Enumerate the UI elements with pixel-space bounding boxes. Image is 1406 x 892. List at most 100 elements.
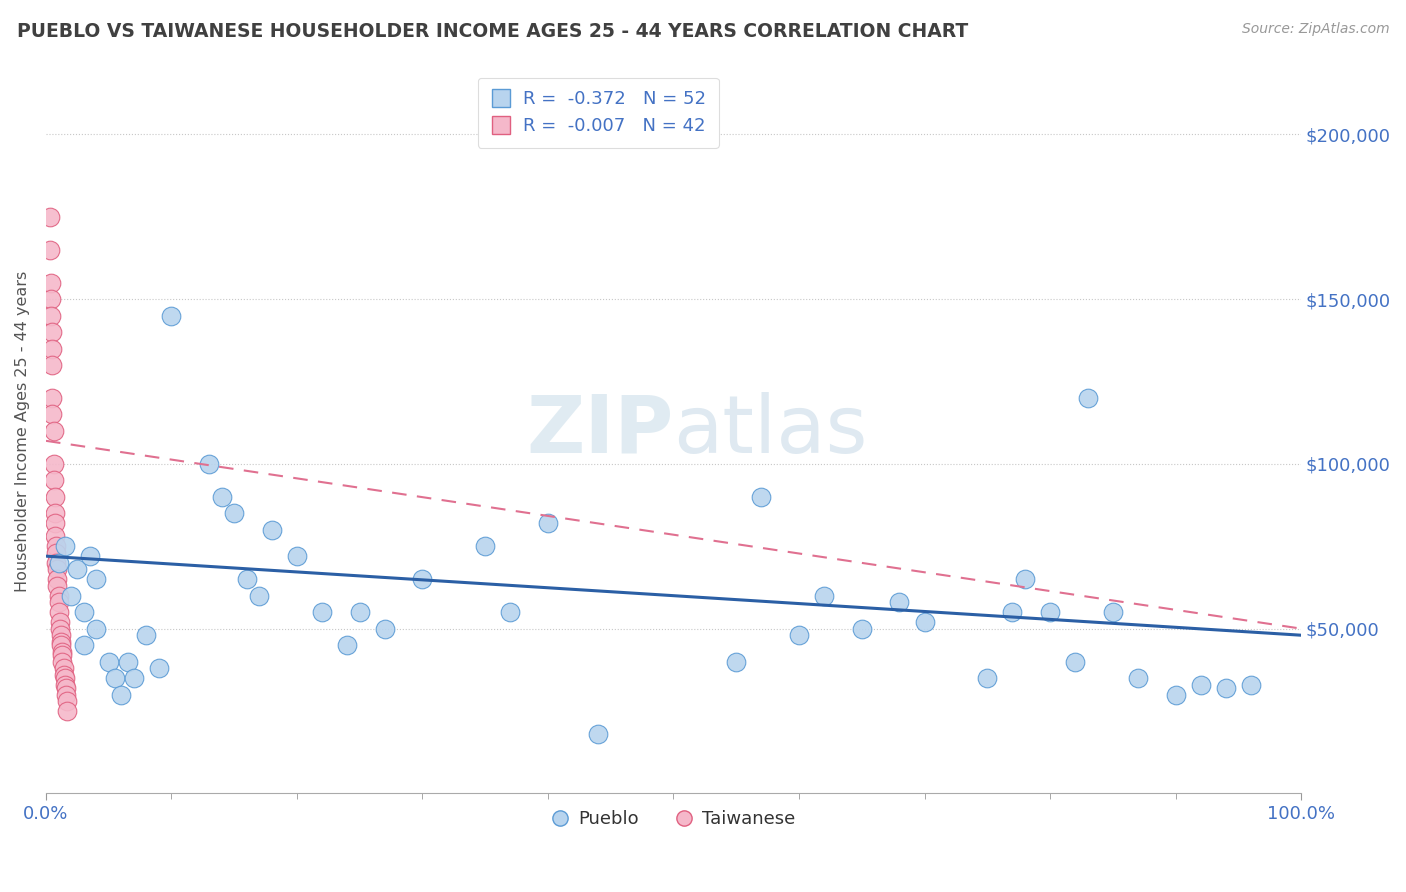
Point xyxy=(474,539,496,553)
Point xyxy=(336,638,359,652)
Point xyxy=(41,342,63,356)
Point xyxy=(148,661,170,675)
Point xyxy=(53,671,76,685)
Point xyxy=(1189,678,1212,692)
Point xyxy=(349,605,371,619)
Point xyxy=(97,655,120,669)
Point xyxy=(41,358,63,372)
Point xyxy=(1126,671,1149,685)
Point xyxy=(198,457,221,471)
Point xyxy=(48,589,70,603)
Point xyxy=(79,549,101,563)
Point xyxy=(49,638,72,652)
Point xyxy=(110,688,132,702)
Point xyxy=(53,678,76,692)
Y-axis label: Householder Income Ages 25 - 44 years: Householder Income Ages 25 - 44 years xyxy=(15,270,30,591)
Point xyxy=(42,457,65,471)
Point xyxy=(236,572,259,586)
Point xyxy=(211,490,233,504)
Point xyxy=(1014,572,1036,586)
Point xyxy=(55,688,77,702)
Point xyxy=(66,562,89,576)
Point xyxy=(537,516,560,531)
Point xyxy=(411,572,433,586)
Point xyxy=(135,628,157,642)
Point xyxy=(39,276,62,290)
Point xyxy=(84,572,107,586)
Text: Source: ZipAtlas.com: Source: ZipAtlas.com xyxy=(1241,22,1389,37)
Point xyxy=(46,572,69,586)
Point xyxy=(51,645,73,659)
Point xyxy=(224,506,246,520)
Point xyxy=(1001,605,1024,619)
Point xyxy=(42,474,65,488)
Point xyxy=(285,549,308,563)
Point xyxy=(56,694,79,708)
Point xyxy=(84,622,107,636)
Point xyxy=(117,655,139,669)
Point xyxy=(787,628,810,642)
Point xyxy=(39,292,62,306)
Point xyxy=(914,615,936,629)
Point xyxy=(42,424,65,438)
Point xyxy=(1215,681,1237,695)
Point xyxy=(55,681,77,695)
Point xyxy=(160,309,183,323)
Point xyxy=(48,605,70,619)
Point xyxy=(72,638,94,652)
Text: PUEBLO VS TAIWANESE HOUSEHOLDER INCOME AGES 25 - 44 YEARS CORRELATION CHART: PUEBLO VS TAIWANESE HOUSEHOLDER INCOME A… xyxy=(17,22,969,41)
Point xyxy=(311,605,333,619)
Point xyxy=(56,704,79,718)
Point xyxy=(499,605,522,619)
Point xyxy=(586,727,609,741)
Point xyxy=(1039,605,1062,619)
Text: ZIP: ZIP xyxy=(526,392,673,470)
Point xyxy=(44,516,66,531)
Point xyxy=(976,671,998,685)
Point xyxy=(49,634,72,648)
Point xyxy=(889,595,911,609)
Point xyxy=(52,661,75,675)
Point xyxy=(53,539,76,553)
Point xyxy=(813,589,835,603)
Point xyxy=(44,490,66,504)
Point xyxy=(48,556,70,570)
Point xyxy=(374,622,396,636)
Point xyxy=(1101,605,1123,619)
Point xyxy=(41,325,63,339)
Point xyxy=(46,562,69,576)
Point xyxy=(60,589,83,603)
Point xyxy=(41,391,63,405)
Point xyxy=(260,523,283,537)
Point xyxy=(122,671,145,685)
Point xyxy=(46,579,69,593)
Point xyxy=(104,671,127,685)
Legend: Pueblo, Taiwanese: Pueblo, Taiwanese xyxy=(544,803,803,835)
Point xyxy=(51,655,73,669)
Text: atlas: atlas xyxy=(673,392,868,470)
Point xyxy=(39,309,62,323)
Point xyxy=(49,628,72,642)
Point xyxy=(49,615,72,629)
Point xyxy=(41,408,63,422)
Point xyxy=(45,546,67,560)
Point xyxy=(51,648,73,662)
Point xyxy=(851,622,873,636)
Point xyxy=(725,655,748,669)
Point xyxy=(1077,391,1099,405)
Point xyxy=(45,539,67,553)
Point xyxy=(1164,688,1187,702)
Point xyxy=(749,490,772,504)
Point xyxy=(52,667,75,681)
Point xyxy=(38,210,60,224)
Point xyxy=(49,622,72,636)
Point xyxy=(72,605,94,619)
Point xyxy=(45,556,67,570)
Point xyxy=(247,589,270,603)
Point xyxy=(48,595,70,609)
Point xyxy=(1240,678,1263,692)
Point xyxy=(1064,655,1087,669)
Point xyxy=(44,529,66,543)
Point xyxy=(44,506,66,520)
Point xyxy=(38,243,60,257)
